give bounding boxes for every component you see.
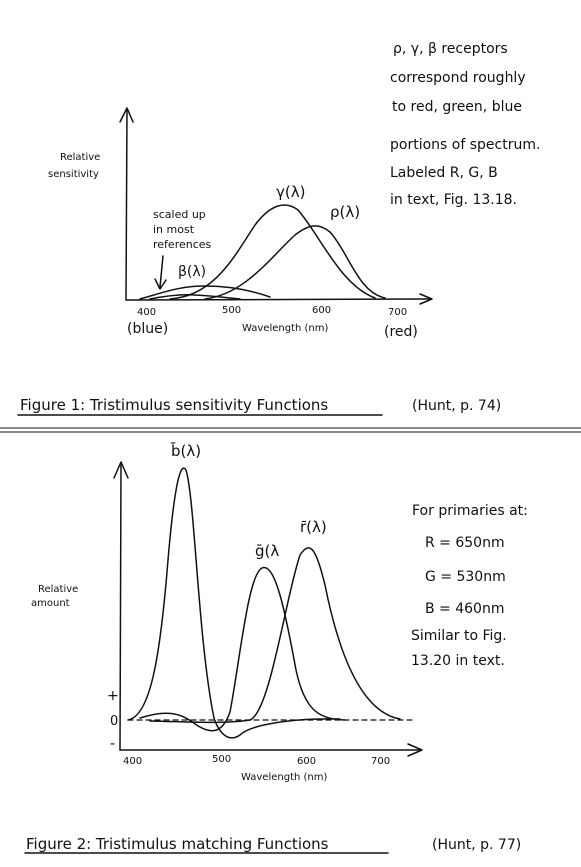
fig2-y-arrow [113,461,129,479]
fig2-b-label: b̄(λ) [171,441,201,460]
fig1-rho-curve [204,225,386,300]
fig1-note-2: correspond roughly [390,70,526,86]
fig1-annotation-1: scaled up [153,208,206,221]
fig1-note-3: to red, green, blue [392,99,522,115]
fig2-minus-mark: - [110,736,115,752]
fig2-y-axis [119,464,122,751]
fig1-y-arrow [119,107,134,123]
fig2-xtick-600: 600 [297,756,316,767]
fig2-zero-mark: 0 [110,714,118,729]
fig2-source: (Hunt, p. 77) [432,837,521,853]
fig2-r-label: r̄(λ) [300,518,327,536]
fig2-xtick-700: 700 [371,756,390,767]
fig2-caption: Figure 2: Tristimulus matching Functions [26,835,329,853]
fig2-x-arrow [407,743,423,757]
page-divider [0,427,581,433]
fig2-note-3: G = 530nm [425,569,506,585]
fig2-g-curve [139,566,346,732]
fig1-note-4: portions of spectrum. [390,137,540,153]
fig1-note-5: Labeled R, G, B [390,165,498,181]
fig1-xtick-600: 600 [312,305,331,316]
fig2-note-1: For primaries at: [412,503,528,519]
fig1-note-1: ρ, γ, β receptors [393,41,508,57]
fig1-rho-label: ρ(λ) [330,203,360,221]
fig1-note-6: in text, Fig. 13.18. [390,192,517,208]
fig2-ylabel-1: Relative [38,584,78,595]
fig1-gamma-label: γ(λ) [276,183,305,201]
fig1-xtick-500: 500 [222,305,241,316]
fig2-note-5: Similar to Fig. [411,628,507,644]
fig1-annotation-2: in most [153,223,195,236]
fig1-xtick-400: 400 [137,307,156,318]
fig1-beta-curve-small [149,294,241,300]
fig2-r-curve [149,547,401,724]
fig1-blue-label: (blue) [127,321,168,337]
fig1-red-label: (red) [384,324,418,340]
fig1-xtick-700: 700 [388,307,407,318]
fig1-gamma-curve [169,204,376,300]
fig2-note-6: 13.20 in text. [411,653,505,669]
fig1-beta-curve [139,285,271,300]
fig2-xtick-500: 500 [212,754,231,765]
fig2-g-label: ḡ(λ [255,542,279,560]
fig2-xtick-400: 400 [123,756,142,767]
fig1-caption: Figure 1: Tristimulus sensitivity Functi… [20,396,328,414]
fig1-x-arrow [419,293,433,305]
fig1-ylabel-1: Relative [60,152,100,163]
fig1-y-axis [125,109,128,301]
fig1-xlabel: Wavelength (nm) [242,323,328,334]
fig1-annotation-3: references [153,238,212,251]
fig2-xlabel: Wavelength (nm) [241,772,327,783]
fig2-note-4: B = 460nm [425,601,504,617]
fig2-ylabel-2: amount [31,598,70,609]
fig1-annotation-arrow [154,255,167,290]
fig2-note-2: R = 650nm [425,535,505,551]
fig2-plus-mark: + [107,688,119,704]
fig1-ylabel-2: sensitivity [48,169,99,180]
fig1-beta-label: β(λ) [178,264,206,280]
fig1-source: (Hunt, p. 74) [412,398,501,414]
fig1-x-axis [125,298,431,301]
fig2-b-curve [127,467,341,739]
